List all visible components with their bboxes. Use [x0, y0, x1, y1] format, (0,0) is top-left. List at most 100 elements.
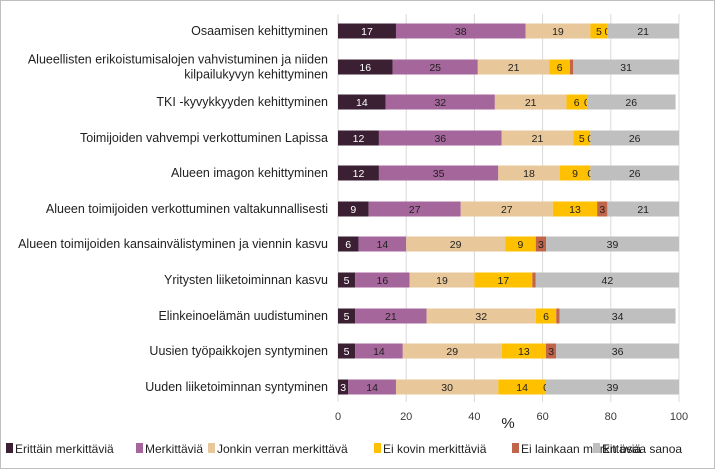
data-label: 9	[572, 168, 578, 180]
bar-segment	[498, 165, 560, 181]
data-label: 5	[344, 346, 350, 358]
data-label: 27	[409, 204, 421, 216]
bar-segment	[355, 308, 427, 324]
bar-segment	[338, 308, 356, 324]
bar-segment	[535, 272, 679, 288]
bar-segment	[573, 130, 591, 146]
data-label: 9	[350, 204, 356, 216]
bar-segment	[590, 130, 679, 146]
data-label: 16	[359, 62, 371, 74]
bar-segment	[535, 308, 557, 324]
bar-segment	[556, 343, 679, 359]
bar-segment	[590, 165, 679, 181]
category-label: Elinkeinoelämän uudistuminen	[158, 309, 328, 323]
data-label: 16	[376, 275, 388, 287]
data-label: 5	[344, 311, 350, 323]
data-label: 3	[599, 204, 605, 216]
data-label: 26	[629, 168, 641, 180]
legend-label: Ei lainkaan merkittäviä	[521, 442, 641, 456]
data-label: 3	[340, 382, 346, 394]
data-label: 35	[433, 168, 445, 180]
data-label: 30	[441, 382, 453, 394]
legend-swatch	[6, 443, 13, 453]
data-label: 6	[574, 97, 580, 109]
data-label: 9	[518, 239, 524, 251]
bar-segment	[395, 379, 499, 395]
category-label: Alueen toimijoiden kansainvälistyminen j…	[18, 237, 328, 251]
bar-segment	[378, 130, 502, 146]
bar-segment	[501, 130, 574, 146]
data-label: 17	[361, 26, 373, 38]
legend-swatch	[208, 443, 215, 453]
bar-segment	[586, 94, 676, 110]
legend-ei-lainkaan: Ei lainkaan merkittäviä	[512, 442, 641, 456]
data-label: 14	[356, 97, 368, 109]
bar-segment	[559, 165, 591, 181]
data-label: 17	[498, 275, 510, 287]
bar-segment	[546, 236, 679, 252]
data-label: 26	[625, 97, 637, 109]
data-label: 3	[538, 239, 544, 251]
bar-segment	[474, 272, 533, 288]
bar-segment	[358, 236, 407, 252]
legend-swatch	[512, 443, 519, 453]
data-label: 14	[366, 382, 378, 394]
data-label: 5	[344, 275, 350, 287]
data-label: 6	[557, 62, 563, 74]
bar-segment	[338, 59, 393, 75]
legend-ei-kovin: Ei kovin merkittäviä	[374, 442, 487, 456]
data-label: 21	[637, 204, 649, 216]
data-label: 34	[612, 311, 624, 323]
x-tick-label: 80	[605, 411, 617, 423]
bar-segment	[338, 165, 379, 181]
data-label: 32	[434, 97, 446, 109]
bar-segment	[338, 379, 349, 395]
legend-jonkin-verran: Jonkin verran merkittävä	[208, 442, 348, 456]
data-label: 27	[501, 204, 513, 216]
data-label: 42	[602, 275, 614, 287]
bar-segment	[549, 59, 570, 75]
bar-segment	[378, 165, 499, 181]
bar-segment	[597, 201, 608, 217]
data-label: 14	[376, 239, 388, 251]
data-label: 14	[373, 346, 385, 358]
category-label: TKI -kyvykkyyden kehittyminen	[156, 95, 328, 109]
bar-segment	[566, 94, 587, 110]
x-tick-label: 40	[468, 411, 480, 423]
bar-segment	[355, 272, 410, 288]
x-tick-label: 100	[670, 411, 688, 423]
bar-segment	[460, 201, 553, 217]
bar-segment	[338, 23, 396, 39]
data-label: 6	[543, 311, 549, 323]
data-label: 3	[548, 346, 554, 358]
bar-segment	[477, 59, 550, 75]
bar-segment	[498, 379, 547, 395]
legend-swatch	[374, 443, 381, 453]
legend-en-osaa: En osaa sanoa	[593, 442, 682, 456]
data-label: 21	[385, 311, 397, 323]
category-label: Alueellisten erikoistumisalojen vahvistu…	[28, 53, 328, 67]
data-label: 19	[436, 275, 448, 287]
bar-segment	[426, 308, 536, 324]
data-label: 6	[345, 239, 351, 251]
bar-segment	[573, 59, 679, 75]
bar-segment	[348, 379, 396, 395]
data-label: 21	[525, 97, 537, 109]
data-label: 36	[434, 133, 446, 145]
category-label: Osaamisen kehittyminen	[191, 24, 328, 38]
data-label: 38	[455, 26, 467, 38]
bar-segment	[338, 130, 379, 146]
data-label: 21	[637, 26, 649, 38]
data-label: 5	[596, 26, 602, 38]
bar-segment	[546, 343, 557, 359]
data-label: 31	[620, 62, 632, 74]
bar-segment	[338, 343, 356, 359]
category-label: kilpailukyvyn kehittyminen	[184, 68, 328, 82]
bar-segment	[494, 94, 567, 110]
bar-segment	[546, 379, 679, 395]
bar-segment	[556, 308, 560, 324]
data-label: 12	[353, 168, 365, 180]
bar-segment	[392, 59, 478, 75]
legend-label: Merkittäviä	[145, 442, 203, 456]
